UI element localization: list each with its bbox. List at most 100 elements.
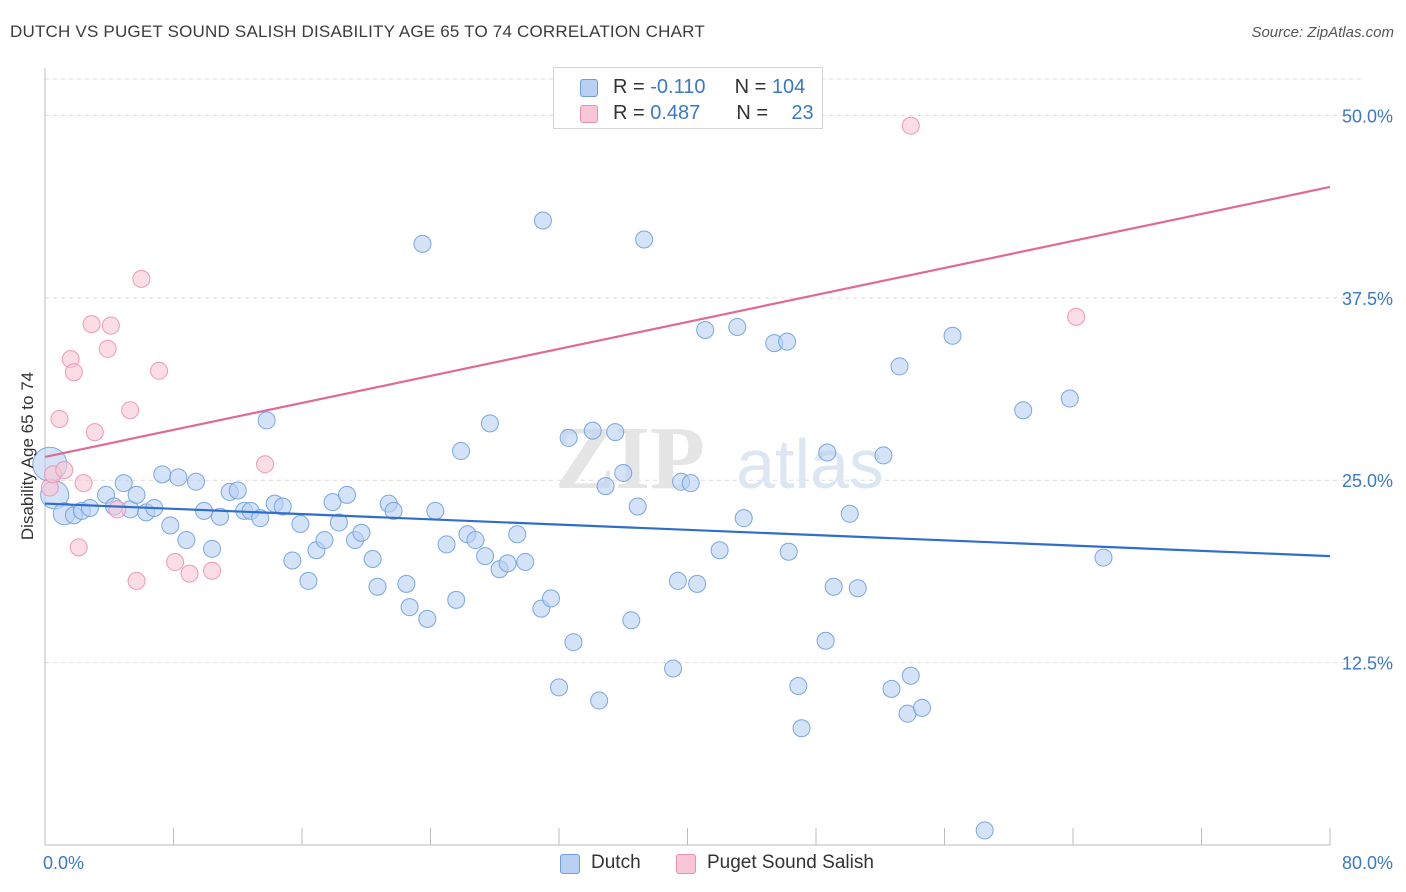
salish-point bbox=[166, 552, 185, 571]
dutch-point bbox=[583, 421, 602, 440]
dutch-point bbox=[337, 485, 356, 504]
n-label: N = bbox=[734, 76, 767, 98]
dutch-point bbox=[622, 611, 641, 630]
dutch-point bbox=[476, 547, 495, 566]
salish-point bbox=[132, 269, 151, 288]
dutch-legend-label: Dutch bbox=[591, 852, 641, 873]
grid bbox=[45, 78, 1365, 664]
watermark-atlas: atlas bbox=[736, 425, 884, 503]
dutch-swatch bbox=[580, 79, 598, 97]
dutch-points bbox=[32, 211, 1113, 840]
dutch-point bbox=[559, 428, 578, 447]
dutch-point bbox=[824, 577, 843, 596]
dutch-point bbox=[480, 414, 499, 433]
dutch-point bbox=[498, 554, 517, 573]
salish-point bbox=[121, 401, 140, 420]
salish-r-value: 0.487 bbox=[650, 102, 701, 124]
dutch-point bbox=[80, 498, 99, 517]
salish-trend-line bbox=[44, 185, 1331, 458]
y-tick-label: 25.0% bbox=[1342, 471, 1393, 491]
dutch-point bbox=[818, 443, 837, 462]
dutch-point bbox=[508, 525, 527, 544]
dutch-point bbox=[848, 579, 867, 598]
dutch-point bbox=[352, 523, 371, 542]
dutch-point bbox=[913, 698, 932, 717]
salish-point bbox=[85, 423, 104, 442]
salish-point bbox=[1067, 307, 1086, 326]
dutch-point bbox=[628, 497, 647, 516]
dutch-point bbox=[1014, 401, 1033, 420]
n-label: N = bbox=[736, 102, 769, 124]
dutch-point bbox=[635, 230, 654, 249]
dutch-point bbox=[400, 598, 419, 617]
salish-point bbox=[256, 455, 275, 474]
dutch-point bbox=[283, 551, 302, 570]
salish-point bbox=[82, 315, 101, 334]
dutch-point bbox=[329, 513, 348, 532]
salish-point bbox=[64, 363, 83, 382]
dutch-point bbox=[816, 631, 835, 650]
dutch-point bbox=[368, 577, 387, 596]
salish-legend-swatch bbox=[676, 854, 696, 874]
dutch-point bbox=[901, 666, 920, 685]
y-tick-label: 12.5% bbox=[1342, 654, 1393, 674]
dutch-point bbox=[161, 516, 180, 535]
dutch-point bbox=[874, 446, 893, 465]
dutch-point bbox=[203, 539, 222, 558]
salish-points bbox=[40, 116, 1086, 590]
dutch-point bbox=[273, 497, 292, 516]
dutch-point bbox=[606, 423, 625, 442]
dutch-point bbox=[127, 485, 146, 504]
dutch-point bbox=[447, 590, 466, 609]
dutch-point bbox=[668, 571, 687, 590]
salish-n-value: 23 bbox=[791, 102, 814, 124]
dutch-trend-line bbox=[44, 502, 1331, 558]
dutch-point bbox=[228, 481, 247, 500]
dutch-point bbox=[516, 552, 535, 571]
dutch-legend-swatch bbox=[560, 854, 580, 874]
dutch-point bbox=[323, 493, 342, 512]
dutch-point bbox=[397, 574, 416, 593]
watermark: ZIP atlas bbox=[555, 409, 884, 508]
dutch-point bbox=[882, 679, 901, 698]
dutch-point bbox=[177, 531, 196, 550]
dutch-point bbox=[728, 318, 747, 337]
salish-point bbox=[180, 564, 199, 583]
dutch-point bbox=[418, 609, 437, 628]
salish-point bbox=[108, 500, 127, 519]
dutch-point bbox=[541, 589, 560, 608]
r-label: R = bbox=[613, 76, 645, 98]
dutch-point bbox=[452, 442, 471, 461]
dutch-point bbox=[413, 234, 432, 253]
dutch-point bbox=[466, 531, 485, 550]
dutch-n-value: 104 bbox=[771, 76, 806, 98]
salish-swatch bbox=[580, 105, 598, 123]
dutch-point bbox=[975, 821, 994, 840]
dutch-point bbox=[778, 332, 797, 351]
y-tick-label: 50.0% bbox=[1342, 106, 1393, 126]
dutch-point bbox=[789, 676, 808, 695]
r-label: R = bbox=[613, 102, 645, 124]
dutch-point bbox=[153, 465, 172, 484]
axes: 12.5% 25.0% 37.5% 50.0% 0.0% 80.0% bbox=[43, 68, 1393, 873]
dutch-point bbox=[315, 531, 334, 550]
salish-point bbox=[203, 561, 222, 580]
x-tick-label-max: 80.0% bbox=[1342, 853, 1393, 873]
stats-legend: R = -0.110 N = 104 R = 0.487 N = 23 bbox=[553, 67, 823, 129]
dutch-point bbox=[299, 571, 318, 590]
dutch-point bbox=[614, 463, 633, 482]
dutch-point bbox=[257, 411, 276, 430]
dutch-point bbox=[664, 659, 683, 678]
dutch-point bbox=[1060, 389, 1079, 408]
y-tick-label: 37.5% bbox=[1342, 289, 1393, 309]
dutch-point bbox=[681, 474, 700, 493]
trend-lines bbox=[44, 185, 1331, 558]
dutch-point bbox=[186, 472, 205, 491]
salish-point bbox=[69, 538, 88, 557]
legend-dutch-text: R = -0.110 N = 104 bbox=[613, 76, 805, 99]
salish-point bbox=[74, 474, 93, 493]
dutch-point bbox=[169, 468, 188, 487]
dutch-point bbox=[564, 633, 583, 652]
source-label: Source: ZipAtlas.com bbox=[1251, 24, 1394, 41]
